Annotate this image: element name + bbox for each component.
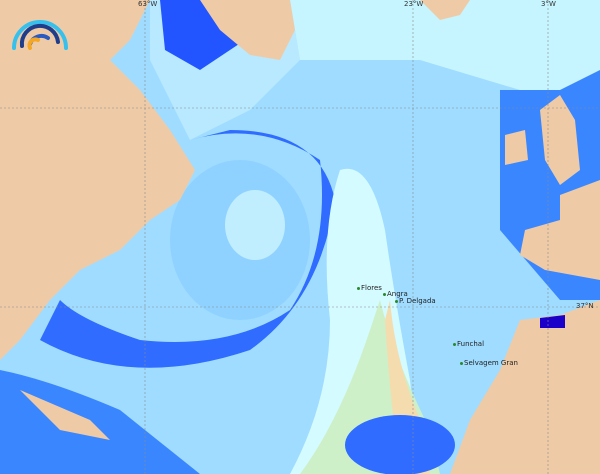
latitude-label: 37°N xyxy=(576,302,594,310)
land-caribbean xyxy=(20,390,110,440)
land-iceland xyxy=(420,0,470,20)
place-label-angra[interactable]: Angra xyxy=(383,290,408,298)
place-label-selvagem-grande[interactable]: Selvagem Gran xyxy=(460,359,518,367)
place-name: Angra xyxy=(387,290,408,298)
longitude-label: 3°W xyxy=(541,0,556,8)
place-marker-icon xyxy=(383,293,386,296)
land-north-america xyxy=(0,0,195,360)
place-label-p-delgada[interactable]: P. Delgada xyxy=(395,297,436,305)
land-britain xyxy=(540,95,580,185)
ocean-zone xyxy=(40,130,335,368)
place-name: Flores xyxy=(361,284,382,292)
ocean-zone xyxy=(345,415,455,474)
place-marker-icon xyxy=(453,343,456,346)
coastal-zone xyxy=(540,315,565,328)
land-iberia xyxy=(520,180,600,280)
ocean-zone xyxy=(0,370,200,474)
place-marker-icon xyxy=(357,287,360,290)
longitude-label: 63°W xyxy=(138,0,158,8)
place-label-flores[interactable]: Flores xyxy=(357,284,382,292)
longitude-label: 23°W xyxy=(404,0,424,8)
ocean-zone xyxy=(225,190,285,260)
ocean-zone xyxy=(290,0,600,110)
place-name: Selvagem Gran xyxy=(464,359,518,367)
place-name: Funchal xyxy=(457,340,485,348)
land-greenland xyxy=(200,0,295,60)
land-africa xyxy=(450,300,600,474)
place-name: P. Delgada xyxy=(399,297,436,305)
land-ireland xyxy=(505,130,528,165)
place-label-funchal[interactable]: Funchal xyxy=(453,340,484,348)
rainbow-arc-logo-icon xyxy=(12,20,68,50)
place-marker-icon xyxy=(460,362,463,365)
place-marker-icon xyxy=(395,300,398,303)
